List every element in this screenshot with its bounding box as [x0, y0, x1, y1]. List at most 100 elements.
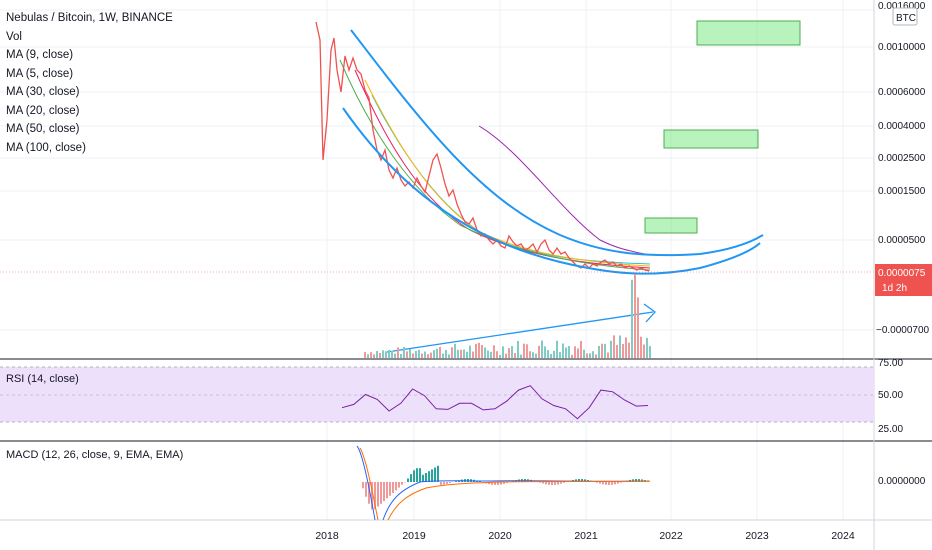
rsi-label[interactable]: RSI (14, close): [6, 373, 79, 385]
volume-bar: [649, 346, 651, 358]
volume-bar: [571, 354, 573, 358]
volume-bar: [610, 340, 612, 358]
macd-bar: [398, 482, 400, 488]
volume-bar: [472, 351, 474, 358]
macd-bar: [620, 482, 622, 483]
grid: [0, 0, 874, 520]
volume-bar: [382, 350, 384, 358]
volume-bar: [481, 345, 483, 358]
volume-bar: [508, 348, 510, 358]
legend: Nebulas / Bitcoin, 1W, BINANCE Vol MA (9…: [6, 9, 173, 157]
volume-bar: [550, 353, 552, 358]
macd-bar: [632, 479, 634, 482]
volume-bar: [640, 336, 642, 358]
volume-bar: [643, 344, 645, 358]
volume-bar: [478, 342, 480, 358]
volume-bar: [547, 350, 549, 358]
macd-bar: [584, 479, 586, 482]
volume-bar: [367, 354, 369, 358]
macd-bar: [395, 482, 397, 491]
volume-bar: [598, 345, 600, 358]
volume-bar: [586, 353, 588, 358]
macd-bar: [383, 482, 385, 502]
macd-bar: [602, 482, 604, 485]
volume-bar: [607, 352, 609, 358]
target-zone-mid[interactable]: [663, 129, 759, 149]
price-tick: 0.0010000: [878, 42, 926, 53]
volume-bar: [403, 346, 405, 358]
volume-bar: [406, 351, 408, 358]
indicator-vol[interactable]: Vol: [6, 30, 22, 43]
indicator-ma-5[interactable]: MA (5, close): [6, 67, 74, 80]
macd-bar: [407, 478, 409, 482]
volume-bar: [400, 354, 402, 358]
volume-bar: [622, 343, 624, 358]
volume-bar: [487, 350, 489, 358]
trend-drawings[interactable]: [342, 29, 764, 353]
macd-bar: [422, 474, 424, 482]
volume-bar: [463, 349, 465, 358]
volume-bar: [616, 344, 618, 358]
time-label: 2018: [315, 530, 339, 542]
volume-bar: [364, 352, 366, 358]
macd-histogram: [362, 465, 652, 510]
time-label: 2024: [831, 530, 855, 542]
volume-bar: [448, 354, 450, 358]
indicator-ma-30[interactable]: MA (30, close): [6, 86, 80, 98]
volume-bar: [457, 349, 459, 358]
volume-bar: [583, 349, 585, 358]
target-zone-low[interactable]: [644, 217, 698, 234]
volume-bar: [529, 351, 531, 358]
price-tick: 0.0016000: [878, 1, 926, 12]
volume-bar: [490, 352, 492, 358]
macd-bar: [425, 473, 427, 482]
volume-bar: [574, 346, 576, 358]
macd-bar: [371, 482, 373, 510]
volume-bar: [565, 347, 567, 358]
macd-bar: [617, 482, 619, 484]
macd-bar: [638, 479, 640, 482]
volume-bar: [436, 348, 438, 358]
volume-bar: [373, 354, 375, 358]
symbol-title[interactable]: Nebulas / Bitcoin, 1W, BINANCE: [6, 12, 173, 24]
volume-bar: [394, 353, 396, 358]
volume-bar: [415, 350, 417, 358]
target-zone-high[interactable]: [696, 20, 801, 46]
volume-bar: [427, 354, 429, 358]
macd-bar: [455, 481, 457, 482]
time-label: 2022: [659, 530, 683, 542]
arrow-head: [643, 303, 656, 323]
macd-label[interactable]: MACD (12, 26, close, 9, EMA, EMA): [6, 449, 184, 461]
volume-bar: [433, 350, 435, 358]
indicator-ma-20[interactable]: MA (20, close): [6, 104, 80, 117]
macd-bar: [434, 467, 436, 482]
volume-bar: [589, 353, 591, 358]
price-line: [315, 21, 650, 272]
indicator-ma-100[interactable]: MA (100, close): [6, 141, 86, 154]
volume-bar: [535, 353, 537, 358]
price-axis[interactable]: 0.0016000 0.0010000 0.0006000 0.0004000 …: [876, 1, 930, 336]
volume-bar: [637, 297, 639, 358]
volume-bar: [520, 354, 522, 358]
macd-bar: [410, 474, 412, 482]
macd-bar: [413, 470, 415, 482]
volume-bar: [418, 349, 420, 358]
indicator-ma-50[interactable]: MA (50, close): [6, 123, 80, 135]
indicator-ma-9[interactable]: MA (9, close): [6, 49, 74, 61]
macd-bar: [614, 482, 616, 485]
volume-bar: [376, 351, 378, 358]
volume-bar: [439, 346, 441, 358]
volume-bar: [421, 353, 423, 358]
macd-bar: [557, 482, 559, 485]
rsi-line: [341, 385, 649, 420]
time-axis[interactable]: 2018 2019 2020 2021 2022 2023 2024: [315, 530, 855, 542]
volume-bar: [430, 352, 432, 358]
macd-bar: [608, 482, 610, 485]
macd-bar: [605, 482, 607, 485]
macd-bar: [596, 482, 598, 483]
volume-bar: [379, 353, 381, 358]
macd-bar: [380, 482, 382, 504]
volume-bar: [604, 343, 606, 358]
